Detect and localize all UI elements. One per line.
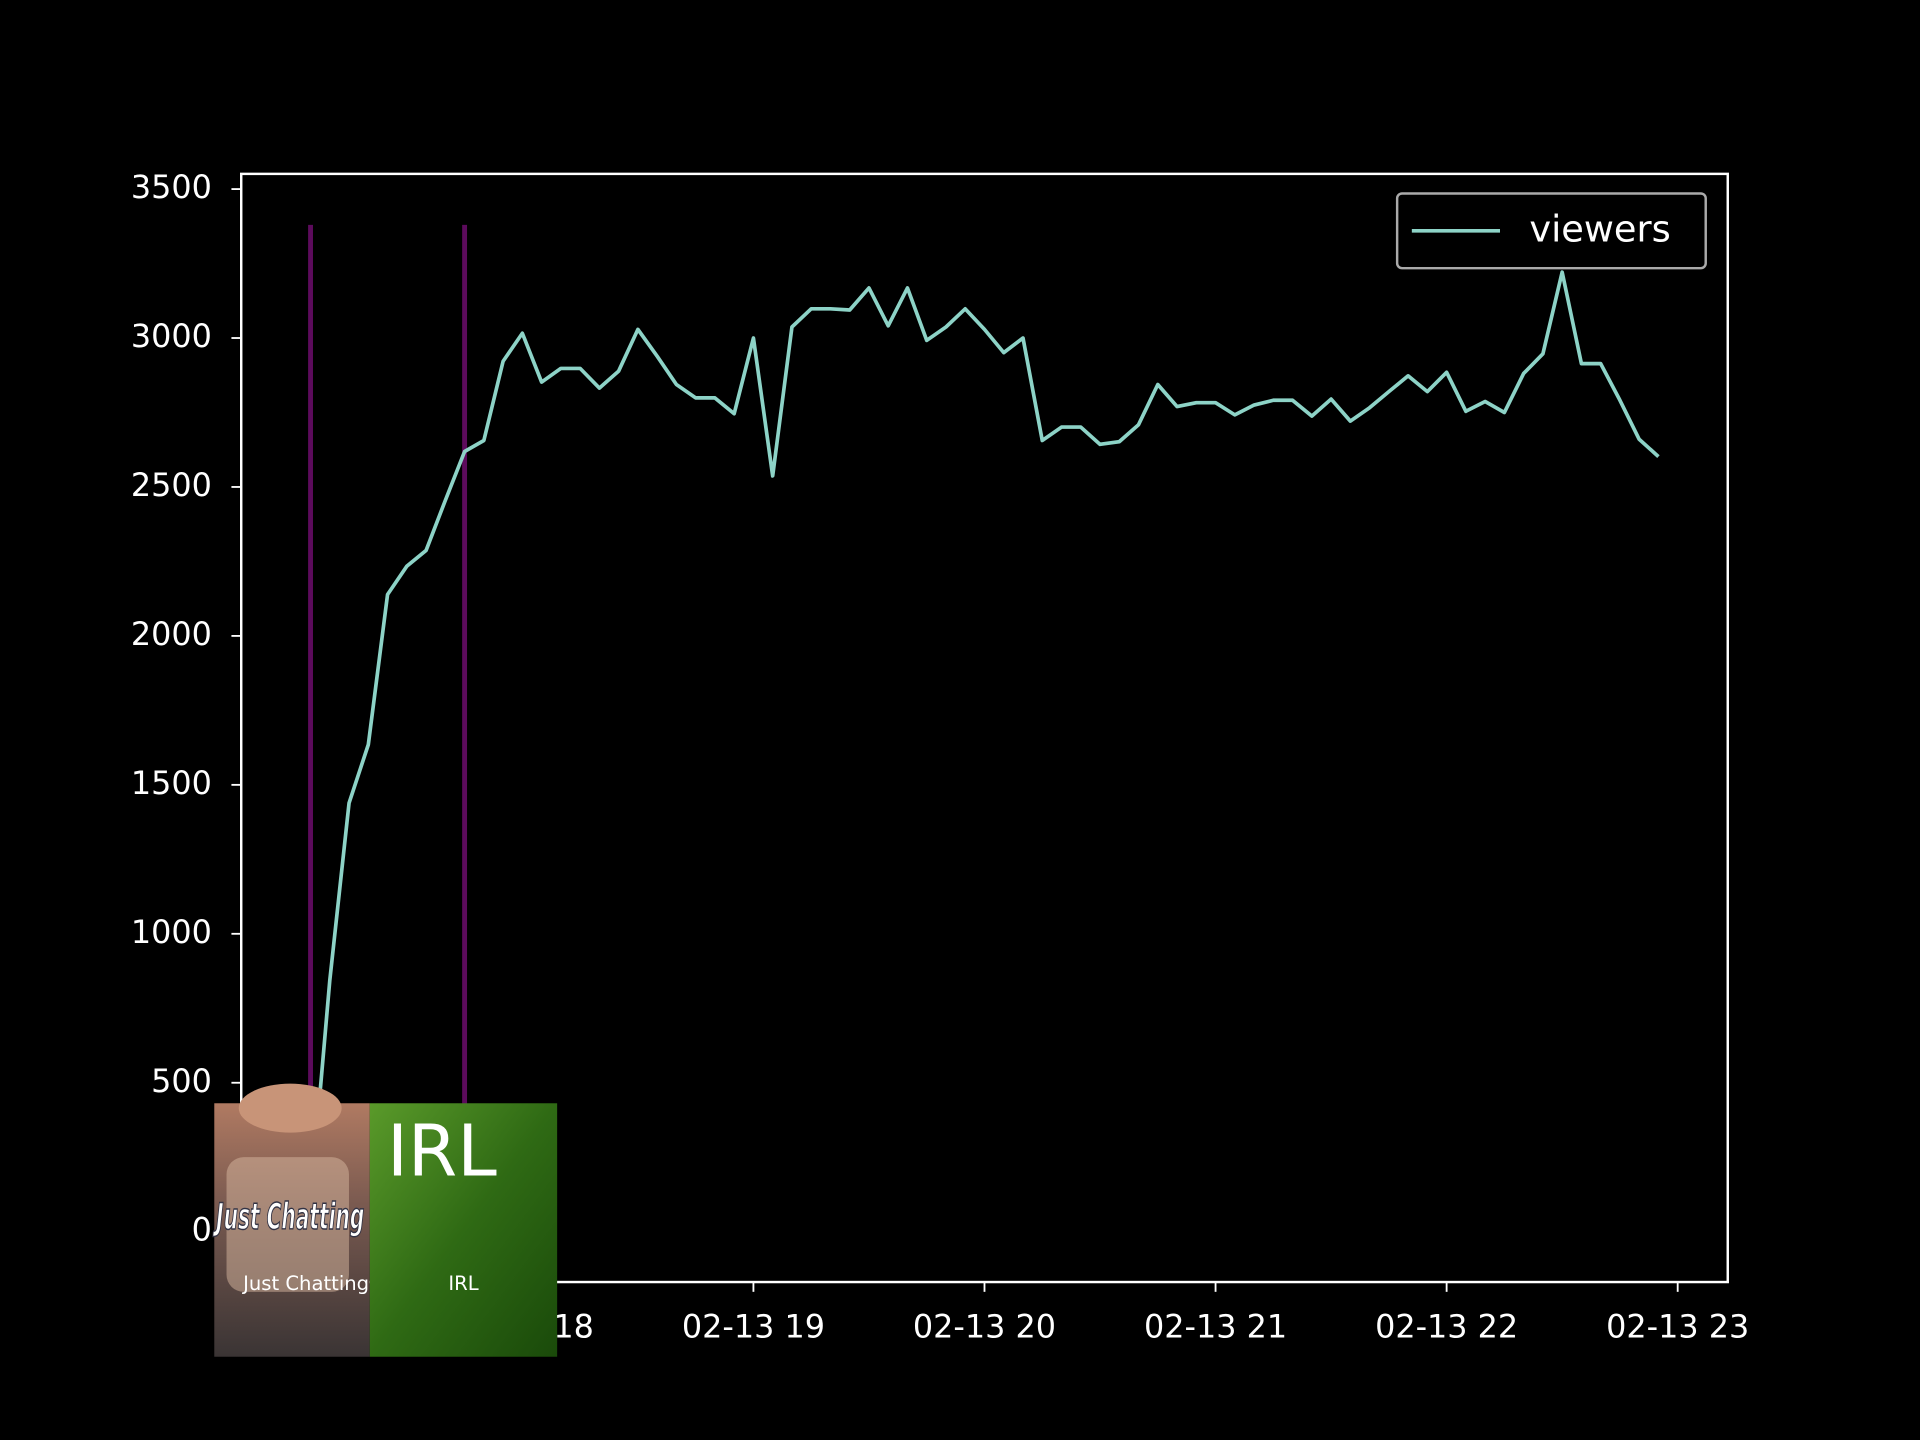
legend-box bbox=[1395, 192, 1707, 270]
y-tick-label: 500 bbox=[151, 1062, 212, 1100]
x-tick-label: 02-13 23 bbox=[1606, 1308, 1749, 1346]
thumbnail-shape bbox=[238, 1083, 342, 1133]
thumbnail-shape bbox=[226, 1157, 349, 1292]
category-thumbnail: IRL IRL bbox=[369, 1103, 558, 1357]
y-tick-label: 1000 bbox=[131, 913, 212, 951]
thumbnail-art-text: IRL bbox=[387, 1109, 497, 1192]
category-thumbnail: Just Chatting Just Chatting bbox=[212, 1083, 370, 1357]
thumbnail-caption: IRL bbox=[448, 1272, 478, 1295]
x-tick-label: 02-13 19 bbox=[682, 1308, 825, 1346]
x-tick-label: 02-13 22 bbox=[1375, 1308, 1518, 1346]
x-tick-label: 02-13 20 bbox=[913, 1308, 1056, 1346]
series-line bbox=[308, 270, 1660, 1203]
legend-label: viewers bbox=[1529, 207, 1670, 250]
y-tick-label: 3500 bbox=[131, 168, 212, 206]
x-tick-label: 02-13 21 bbox=[1144, 1308, 1287, 1346]
thumbnail-art-text: Just Chatting bbox=[212, 1195, 364, 1238]
y-tick-label: 0 bbox=[192, 1211, 212, 1249]
y-tick-label: 1500 bbox=[131, 764, 212, 802]
plot-frame bbox=[240, 172, 1729, 1284]
y-tick-label: 2000 bbox=[131, 615, 212, 653]
y-tick-label: 2500 bbox=[131, 466, 212, 504]
thumbnail-caption: Just Chatting bbox=[241, 1272, 369, 1295]
y-tick-label: 3000 bbox=[131, 317, 212, 355]
thumbnail-art bbox=[369, 1103, 558, 1357]
